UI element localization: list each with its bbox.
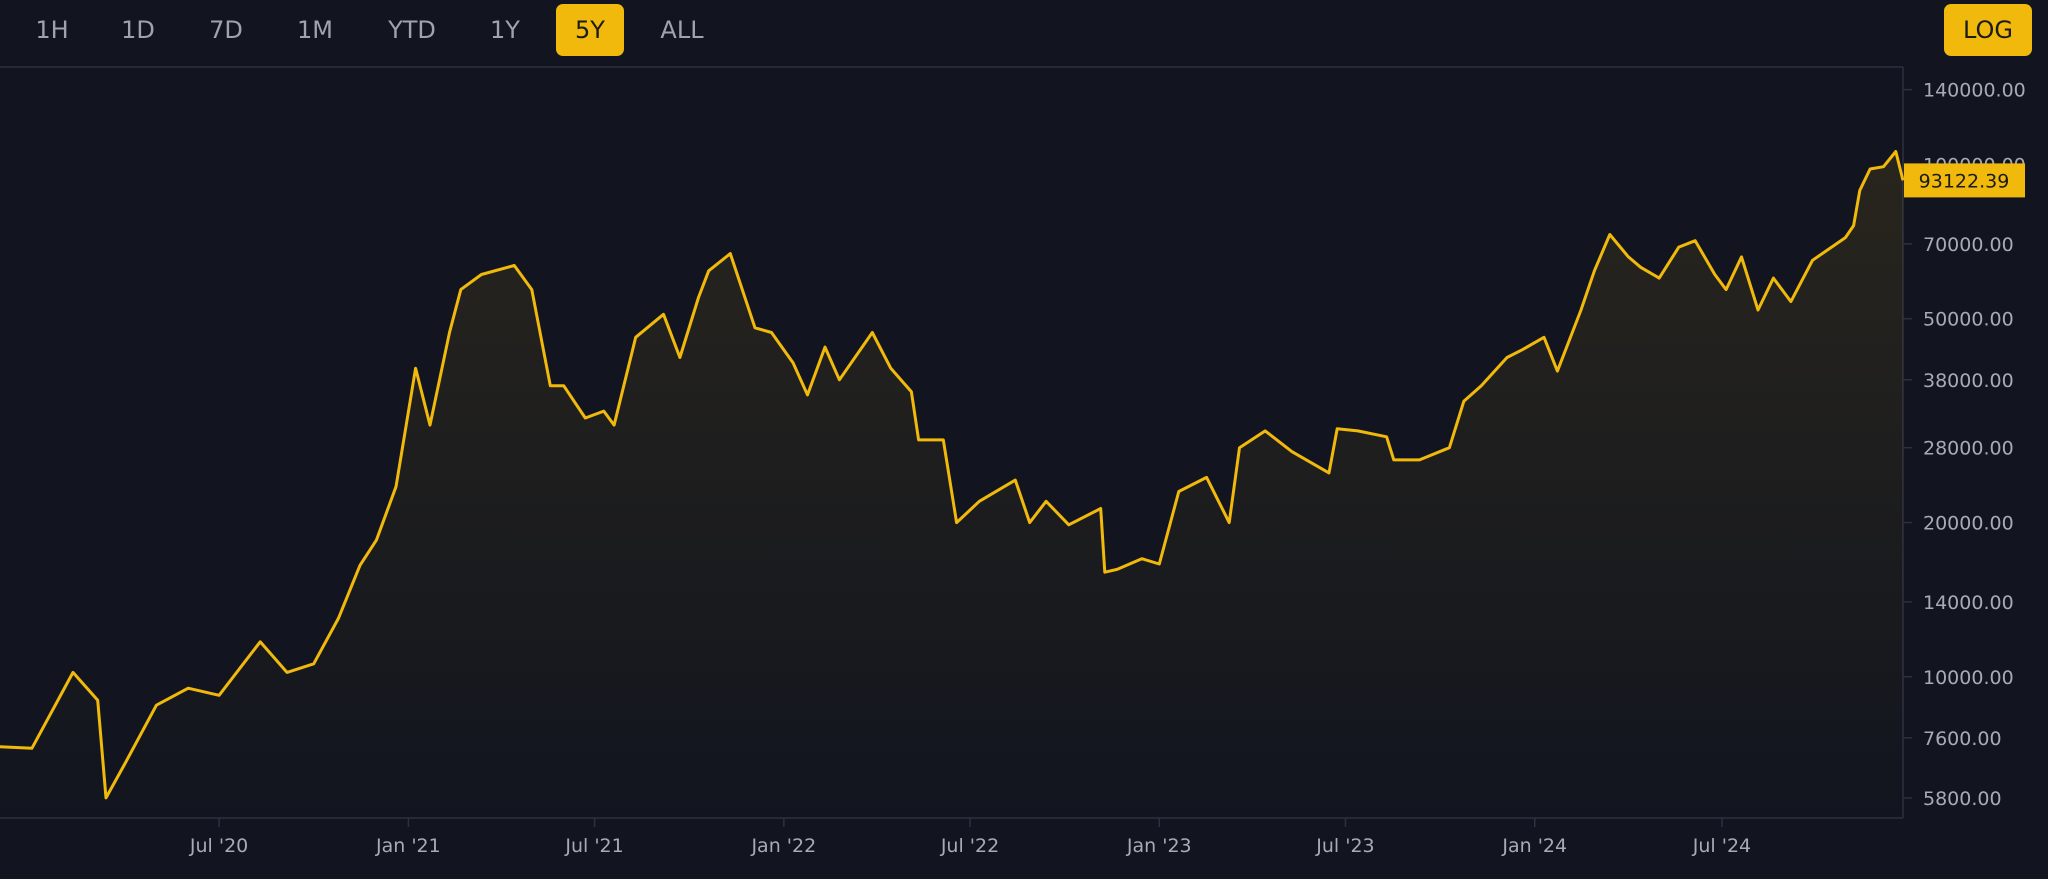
range-button-all[interactable]: ALL xyxy=(643,4,721,56)
x-tick-label: Jul '22 xyxy=(940,835,999,857)
x-tick-label: Jan '21 xyxy=(375,835,441,857)
range-button-1y[interactable]: 1Y xyxy=(471,4,539,56)
range-button-1h[interactable]: 1H xyxy=(18,4,86,56)
y-tick-label: 7600.00 xyxy=(1923,728,2002,750)
x-tick-label: Jan '24 xyxy=(1501,835,1567,857)
current-price-badge-bg xyxy=(1904,163,2025,198)
price-area-fill xyxy=(0,151,1903,818)
time-range-toolbar: 1H 1D 7D 1M YTD 1Y 5Y ALL LOG xyxy=(0,0,2048,62)
y-tick-label: 28000.00 xyxy=(1923,438,2014,460)
price-series-line xyxy=(0,150,1905,800)
x-tick-label: Jan '22 xyxy=(750,835,816,857)
current-price-label: 93122.39 xyxy=(1919,170,2010,192)
range-button-5y[interactable]: 5Y xyxy=(556,4,624,56)
x-tick-label: Jul '23 xyxy=(1315,835,1374,857)
range-button-ytd[interactable]: YTD xyxy=(373,4,451,56)
y-tick-label: 70000.00 xyxy=(1923,234,2014,256)
range-button-1d[interactable]: 1D xyxy=(104,4,172,56)
y-tick-label: 5800.00 xyxy=(1923,788,2002,810)
y-tick-label: 20000.00 xyxy=(1923,513,2014,535)
x-tick-label: Jul '21 xyxy=(564,835,623,857)
y-tick-label: 50000.00 xyxy=(1923,309,2014,331)
y-tick-label: 10000.00 xyxy=(1923,667,2014,689)
x-tick-label: Jan '23 xyxy=(1126,835,1192,857)
y-tick-label: 38000.00 xyxy=(1923,370,2014,392)
y-tick-label: 14000.00 xyxy=(1923,592,2014,614)
log-scale-toggle[interactable]: LOG xyxy=(1944,4,2032,56)
range-button-7d[interactable]: 7D xyxy=(192,4,260,56)
range-button-1m[interactable]: 1M xyxy=(281,4,349,56)
current-price-badge: 93122.39 xyxy=(1904,163,2025,198)
x-tick-label: Jul '20 xyxy=(189,835,248,857)
y-tick-label: 140000.00 xyxy=(1923,80,2026,102)
x-tick-label: Jul '24 xyxy=(1692,835,1751,857)
x-axis: Jul '20 Jan '21 Jul '21 Jan '22 Jul '22 Jan '… xyxy=(189,818,1751,857)
